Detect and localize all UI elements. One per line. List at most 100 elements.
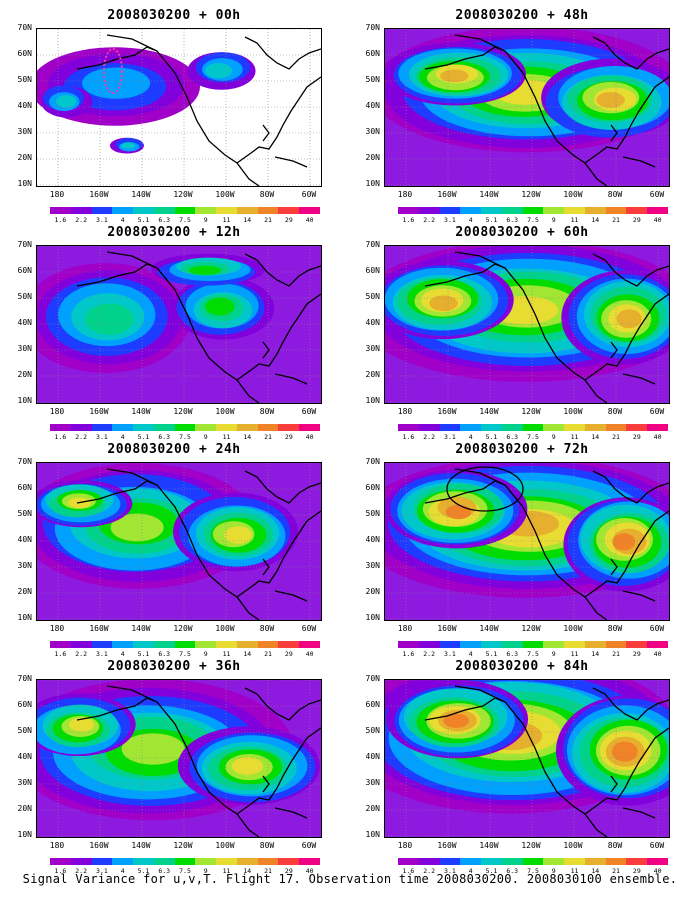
colorbar-swatch (278, 424, 300, 431)
colorbar-swatch (195, 858, 217, 865)
lon-tick-label: 180 (49, 190, 65, 199)
colorbar-label: 1.6 (402, 650, 415, 658)
colorbar-label: 40 (305, 433, 314, 441)
lon-tick-label: 60W (649, 841, 665, 850)
lat-tick-label: 30N (365, 561, 380, 570)
variance-field (37, 246, 321, 403)
variance-contour (110, 513, 164, 542)
colorbar-label: 21 (612, 650, 620, 658)
colorbar (398, 858, 668, 865)
lon-tick-label: 80W (607, 190, 623, 199)
colorbar-swatch (481, 641, 502, 648)
colorbar-label: 9 (203, 433, 208, 441)
lat-tick-label: 70N (17, 23, 32, 32)
figure-caption: Signal Variance for u,v,T. Flight 17. Ob… (22, 872, 678, 886)
colorbar-swatch (257, 641, 279, 648)
lat-tick-label: 40N (365, 101, 380, 110)
lat-tick-label: 60N (365, 49, 380, 58)
colorbar-label: 5.1 (485, 433, 498, 441)
colorbar-swatch (70, 858, 92, 865)
colorbar-swatch (418, 424, 440, 431)
lon-tick-label: 160W (89, 841, 109, 850)
lon-tick-label: 120W (173, 624, 193, 633)
map-panel: 2008030200 + 00h 70N 60N 50N 40N 30N 20N 10N 180… (4, 8, 344, 224)
colorbar (398, 207, 668, 214)
colorbar-swatch (50, 641, 71, 648)
map-panel: 2008030200 + 36h 70N 60N 50N 40N 30N 20N 10N 180… (4, 659, 344, 875)
lon-tick-label: 100W (215, 190, 235, 199)
colorbar-swatch (626, 207, 648, 214)
lat-tick-label: 70N (365, 23, 380, 32)
lon-tick-label: 160W (437, 407, 457, 416)
lon-tick-label: 100W (563, 841, 583, 850)
lat-tick-label: 10N (365, 396, 380, 405)
lon-tick-label: 60W (301, 407, 317, 416)
colorbar-swatch (522, 858, 544, 865)
colorbar-label: 7.5 (527, 867, 539, 875)
map-frame (36, 462, 322, 621)
colorbar-swatch (584, 641, 606, 648)
colorbar (50, 641, 320, 648)
colorbar-label: 2.2 (75, 650, 88, 658)
lon-tick-label: 120W (173, 190, 193, 199)
colorbar-swatch (626, 858, 648, 865)
colorbar-swatch (481, 858, 502, 865)
lat-tick-label: 70N (365, 457, 380, 466)
lon-tick-label: 80W (607, 841, 623, 850)
lon-tick-label: 100W (563, 407, 583, 416)
colorbar-swatch (647, 207, 668, 214)
lon-tick-label: 120W (521, 407, 541, 416)
colorbar (398, 641, 668, 648)
colorbar-swatch (460, 207, 482, 214)
lon-tick-label: 100W (563, 190, 583, 199)
lon-tick-label: 120W (521, 624, 541, 633)
colorbar-swatch (584, 207, 606, 214)
variance-field (385, 29, 669, 186)
map-frame (36, 245, 322, 404)
colorbar (50, 424, 320, 431)
lon-tick-label: 60W (301, 190, 317, 199)
lon-tick-label: 180 (397, 624, 413, 633)
lon-tick-label: 60W (301, 841, 317, 850)
colorbar-label: 11 (222, 433, 231, 441)
colorbar-label: 7.5 (527, 433, 539, 441)
colorbar-swatch (398, 641, 419, 648)
lat-tick-label: 50N (17, 292, 32, 301)
colorbar-swatch (543, 858, 565, 865)
colorbar-swatch (522, 641, 544, 648)
colorbar-label: 4 (120, 867, 125, 875)
colorbar-label: 9 (203, 216, 208, 224)
flight-track (103, 48, 123, 94)
colorbar-swatch (174, 858, 196, 865)
colorbar-swatch (460, 424, 482, 431)
lon-tick-label: 160W (89, 624, 109, 633)
colorbar-label: 21 (264, 650, 272, 658)
colorbar-swatch (299, 424, 320, 431)
panel-title: 2008030200 + 00h (107, 8, 241, 23)
colorbar-label: 14 (243, 867, 252, 875)
colorbar-swatch (195, 207, 217, 214)
variance-field (385, 680, 669, 837)
lon-tick-label: 80W (259, 624, 275, 633)
variance-contour (616, 309, 642, 329)
map-panel: 2008030200 + 84h 70N 60N 50N 40N 30N 20N 10N 180… (352, 659, 692, 875)
lat-tick-label: 70N (17, 457, 32, 466)
colorbar-swatch (257, 424, 279, 431)
lat-tick-label: 50N (365, 292, 380, 301)
colorbar-label: 14 (591, 216, 600, 224)
lon-tick-label: 180 (49, 407, 65, 416)
colorbar-label: 4 (468, 650, 473, 658)
colorbar-swatch (133, 207, 154, 214)
colorbar-swatch (460, 641, 482, 648)
panel-title: 2008030200 + 72h (455, 442, 589, 457)
colorbar-swatch (439, 207, 461, 214)
colorbar-label: 3.1 (444, 216, 456, 224)
map-panel: 2008030200 + 48h 70N 60N 50N 40N 30N 20N 10N 180… (352, 8, 692, 224)
colorbar-label: 6.3 (158, 216, 171, 224)
colorbar-label: 40 (305, 650, 314, 658)
lat-tick-label: 20N (365, 587, 380, 596)
colorbar-swatch (460, 858, 482, 865)
colorbar-label: 29 (632, 433, 641, 441)
colorbar-swatch (153, 424, 175, 431)
colorbar-label: 29 (284, 650, 293, 658)
